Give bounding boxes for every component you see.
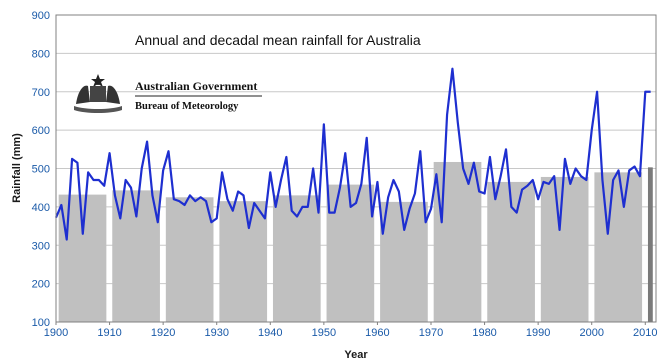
decade-bar-1940 [272,195,321,322]
decade-bar-1960 [380,201,428,322]
x-axis-label: Year [344,349,368,361]
x-tick-label-1980: 1980 [472,327,496,339]
x-tick-label-1920: 1920 [151,327,175,339]
decade-bar-1920 [165,197,214,322]
y-tick-label-600: 600 [32,125,50,137]
x-tick-label-1940: 1940 [258,327,282,339]
decade-bar-1990 [540,176,589,322]
y-tick-label-100: 100 [32,317,50,329]
plot-frame [55,14,657,323]
x-tick-label-1930: 1930 [204,327,228,339]
x-tick-label-1970: 1970 [419,327,443,339]
branding-line-2: Bureau of Meteorology [135,101,239,112]
annual-series [54,67,651,241]
decade-bar-1900 [58,194,107,322]
y-tick-label-900: 900 [32,10,50,22]
y-axis-ticks: 100 200 300 400 500 600 700 800 900 [32,10,50,329]
y-tick-label-300: 300 [32,240,50,252]
decade-bar-1930 [219,201,268,322]
chart-title: Annual and decadal mean rainfall for Aus… [135,32,421,48]
y-axis-label: Rainfall (mm) [11,133,23,203]
coat-of-arms-logo [74,74,122,113]
y-tick-label-700: 700 [32,87,50,99]
x-tick-label-1990: 1990 [526,327,550,339]
decadal-bars [58,161,653,322]
decade-bar-2010 [647,167,653,322]
y-tick-label-400: 400 [32,202,50,214]
y-tick-label-800: 800 [32,48,50,60]
decade-bar-2000 [594,172,643,322]
x-tick-label-1910: 1910 [97,327,121,339]
x-tick-label-1900: 1900 [44,327,68,339]
decade-bar-1970 [433,161,482,322]
x-axis-ticks: 1900 1910 1920 1930 1940 1950 1960 1970 1980 1990… [44,322,658,339]
x-tick-label-1950: 1950 [312,327,336,339]
branding-line-1: Australian Government [135,79,257,93]
x-tick-label-2010: 2010 [633,327,657,339]
x-tick-label-2000: 2000 [579,327,603,339]
annual-rainfall-line [54,67,651,241]
y-tick-label-200: 200 [32,279,50,291]
y-tick-label-500: 500 [32,164,50,176]
x-tick-label-1960: 1960 [365,327,389,339]
